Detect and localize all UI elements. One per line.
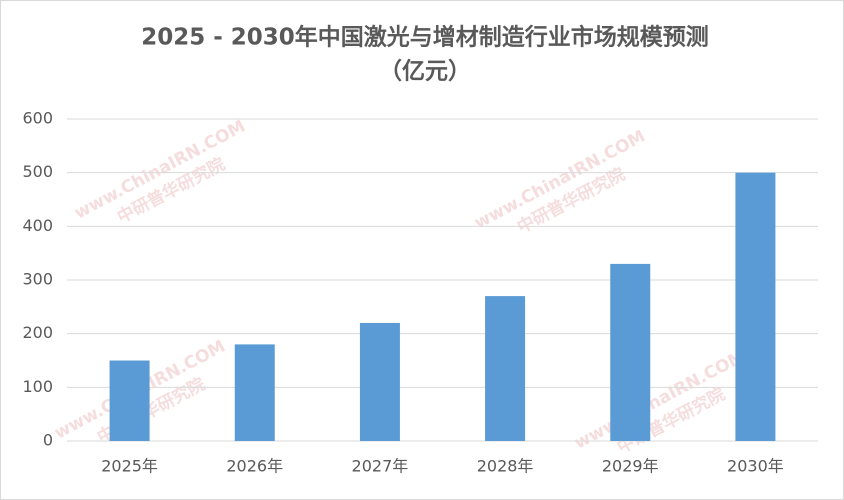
chart-subtitle: （亿元）	[379, 58, 471, 85]
y-tick-label: 200	[22, 323, 53, 342]
x-tick-label: 2026年	[226, 457, 283, 476]
bar	[610, 263, 651, 441]
x-tick-label: 2030年	[727, 457, 784, 476]
y-tick-label: 400	[22, 216, 53, 235]
chart-title: 2025 - 2030年中国激光与增材制造行业市场规模预测	[141, 24, 709, 51]
y-tick-label: 600	[22, 109, 53, 128]
x-tick-label: 2028年	[477, 457, 534, 476]
x-tick-label: 2025年	[101, 457, 158, 476]
bar	[109, 360, 150, 441]
x-tick-label: 2027年	[352, 457, 409, 476]
bar	[359, 322, 400, 441]
bar	[485, 296, 526, 441]
y-tick-label: 500	[22, 162, 53, 181]
y-tick-label: 0	[43, 431, 53, 450]
x-tick-label: 2029年	[602, 457, 659, 476]
bar	[234, 344, 275, 441]
y-tick-label: 100	[22, 377, 53, 396]
bar	[735, 172, 776, 441]
y-tick-label: 300	[22, 270, 53, 289]
